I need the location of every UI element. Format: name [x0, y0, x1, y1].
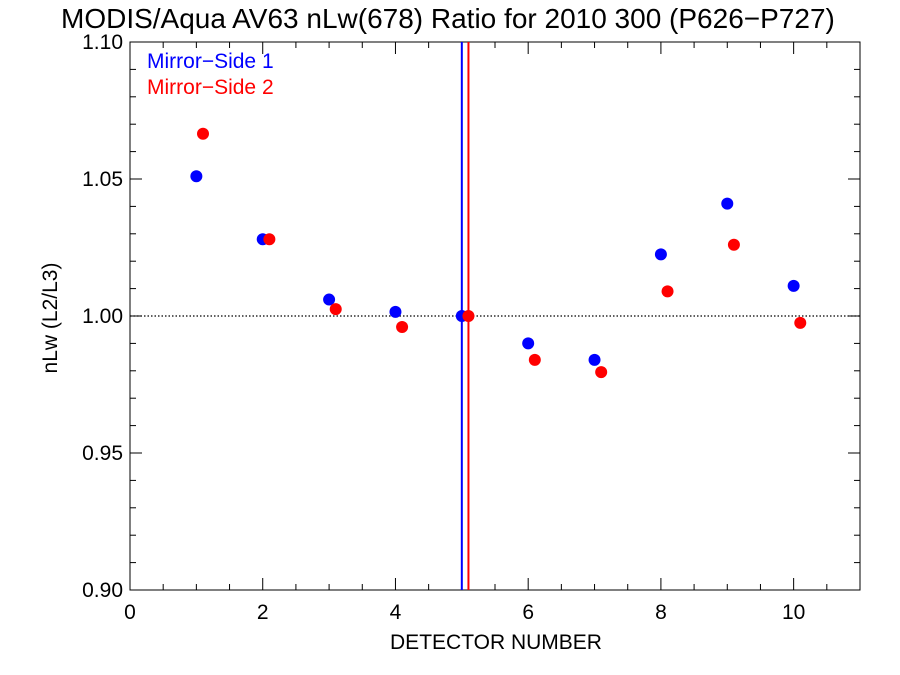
- data-point-series-1: [721, 197, 734, 210]
- data-point-series-1: [323, 293, 336, 306]
- chart-marks: [130, 42, 860, 590]
- data-point-series-2: [727, 238, 740, 251]
- data-point-series-2: [595, 366, 608, 379]
- chart-title: MODIS/Aqua AV63 nLw(678) Ratio for 2010 …: [61, 3, 835, 34]
- data-point-series-1: [389, 305, 402, 318]
- y-tick-label: 1.05: [82, 168, 123, 191]
- data-point-series-1: [522, 337, 535, 350]
- y-tick-label: 1.00: [82, 305, 123, 328]
- x-tick-label: 10: [782, 601, 805, 624]
- x-axis-label: DETECTOR NUMBER: [390, 631, 602, 654]
- x-tick-label: 4: [390, 601, 402, 624]
- data-point-series-2: [794, 316, 807, 329]
- data-point-series-2: [462, 310, 475, 322]
- y-axis-label: nLw (L2/L3): [39, 263, 62, 374]
- y-tick-label: 0.90: [82, 579, 123, 602]
- data-point-series-1: [654, 248, 667, 261]
- y-tick-label: 0.95: [82, 442, 123, 465]
- x-tick-label: 0: [124, 601, 136, 624]
- axes: 0 2 4 6 8 10 0.90 0.95 1.00 1.05 1.10: [82, 31, 861, 624]
- legend: Mirror−Side 1 Mirror−Side 2: [147, 50, 274, 99]
- x-tick-label: 2: [257, 601, 269, 624]
- x-tick-label: 8: [655, 601, 667, 624]
- data-point-series-2: [396, 320, 409, 333]
- data-point-series-1: [588, 353, 601, 366]
- legend-entry: Mirror−Side 2: [147, 76, 274, 99]
- x-tick-label: 6: [522, 601, 534, 624]
- data-point-series-2: [528, 353, 541, 366]
- data-point-series-2: [263, 233, 276, 246]
- data-point-series-2: [197, 127, 209, 140]
- y-tick-label: 1.10: [82, 31, 123, 54]
- data-point-series-1: [787, 279, 800, 292]
- data-point-series-2: [661, 285, 674, 298]
- data-point-series-2: [329, 303, 342, 316]
- legend-entry: Mirror−Side 1: [147, 50, 274, 73]
- data-point-series-1: [190, 170, 203, 183]
